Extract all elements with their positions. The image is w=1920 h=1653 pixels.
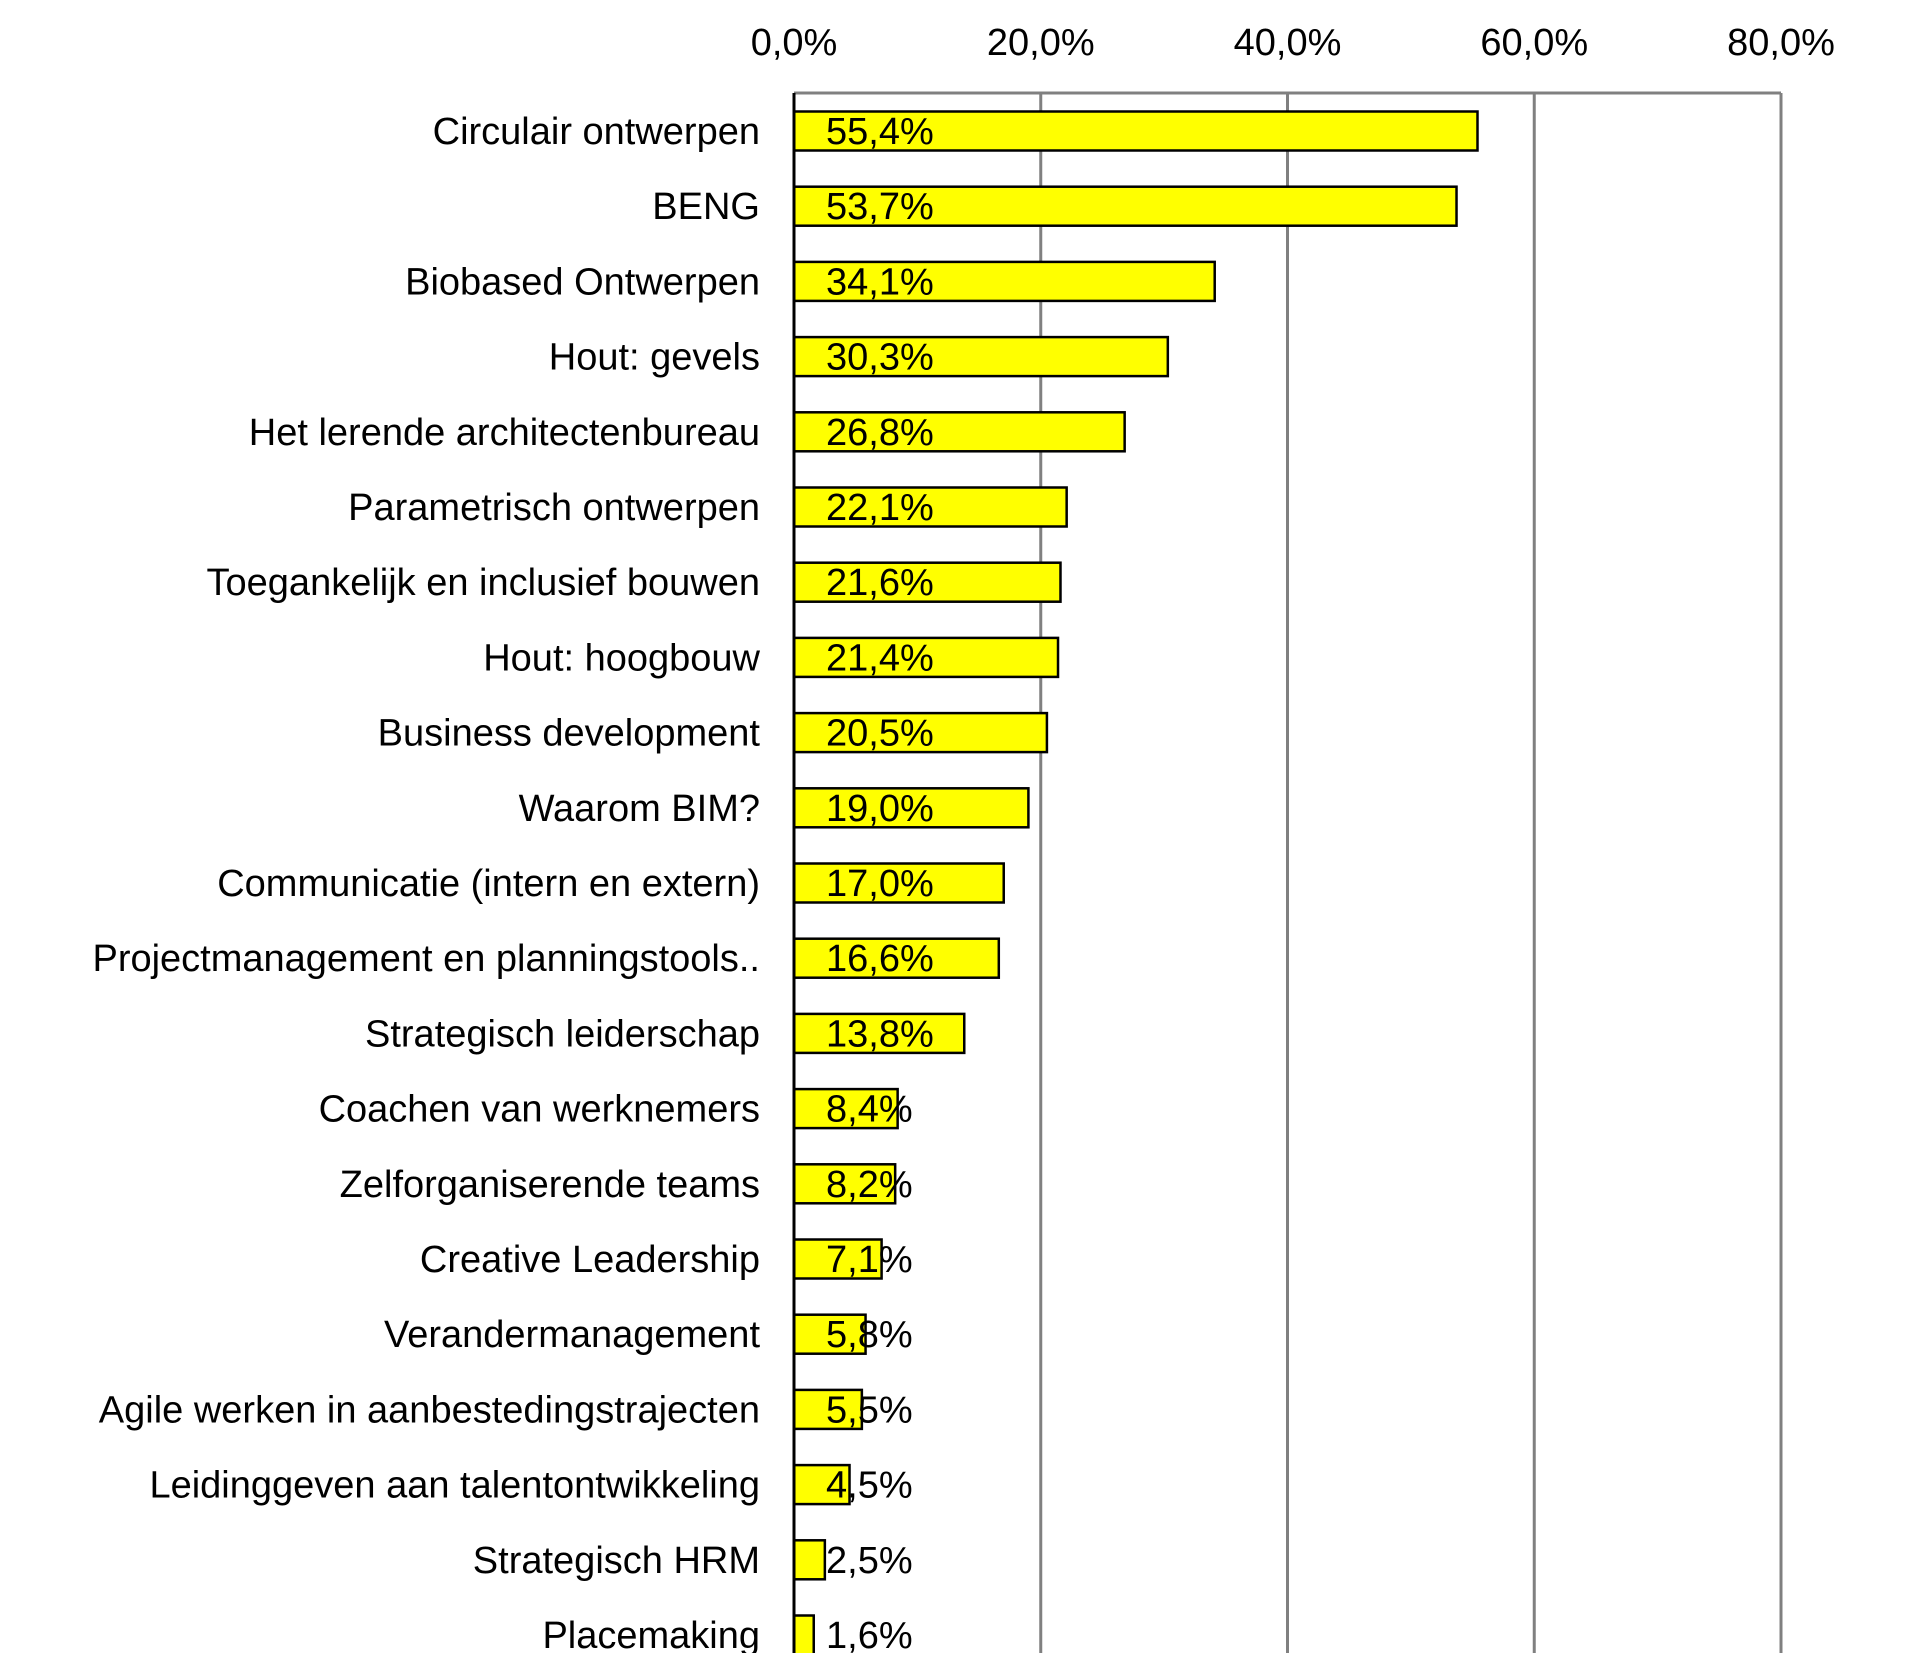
category-label: Hout: hoogbouw [483,637,760,679]
category-label: Hout: gevels [549,337,760,379]
category-label: Circulair ontwerpen [433,111,760,153]
bar [792,636,1060,679]
x-tick-label: 80,0% [1727,22,1835,64]
bar [792,1614,815,1653]
category-label: Strategisch HRM [473,1540,760,1582]
category-label: Strategisch leiderschap [365,1013,760,1055]
x-tick-label: 0,0% [751,22,838,64]
bar [792,1388,864,1431]
category-label: Agile werken in aanbestedingstrajecten [99,1389,760,1431]
data-label: 4,5% [826,1465,913,1507]
category-label: Business development [378,713,761,755]
bar [792,260,1216,303]
bar [792,411,1126,453]
axis-layer: 0,0% 20,0% 40,0% 60,0% 80,0% [751,22,1835,1653]
data-label: 20,5% [826,713,934,755]
category-label: Waarom BIM? [519,788,760,830]
data-label: 7,1% [826,1239,913,1281]
data-label: 5,5% [826,1389,913,1431]
category-label: Verandermanagement [384,1314,760,1356]
bar [792,110,1479,152]
data-label: 16,6% [826,938,934,980]
category-label: Parametrisch ontwerpen [348,487,760,529]
data-label: 5,8% [826,1314,913,1356]
data-label: 53,7% [826,186,934,228]
labels-layer: 55,4% Circulair ontwerpen 53,7% BENG 34,1% Bi… [92,111,933,1653]
category-label: Het lerende architectenbureau [249,412,760,454]
data-label: 21,4% [826,637,934,679]
bar [792,1313,867,1355]
bar [792,486,1068,528]
category-label: Biobased Ontwerpen [405,261,760,303]
data-label: 21,6% [826,562,934,604]
data-label: 55,4% [826,111,934,153]
x-tick-label: 60,0% [1480,22,1588,64]
data-label: 2,5% [826,1540,913,1582]
bar [792,937,1001,979]
data-label: 30,3% [826,337,934,379]
category-label: Leidinggeven aan talentontwikkeling [149,1465,760,1507]
grid-layer [794,91,1783,1653]
bar [792,1463,851,1506]
x-tick-label: 20,0% [987,22,1095,64]
data-label: 8,4% [826,1089,913,1131]
category-label: Placemaking [542,1615,760,1653]
data-label: 13,8% [826,1013,934,1055]
bar [792,787,1030,829]
data-label: 19,0% [826,788,934,830]
bar [792,335,1170,378]
data-label: 26,8% [826,412,934,454]
category-label: Projectmanagement en planningstools.. [92,938,760,980]
data-label: 17,0% [826,863,934,905]
data-label: 1,6% [826,1615,913,1653]
category-label: Communicatie (intern en extern) [217,863,760,905]
data-label: 34,1% [826,261,934,303]
data-label: 8,2% [826,1164,913,1206]
category-label: Toegankelijk en inclusief bouwen [207,562,760,604]
x-tick-label: 40,0% [1234,22,1342,64]
category-label: Zelforganiserende teams [340,1164,760,1206]
bar [792,1539,827,1581]
category-label: Creative Leadership [420,1239,760,1281]
bar [792,561,1062,603]
category-label: BENG [652,186,760,228]
bar [792,862,1005,904]
data-label: 22,1% [826,487,934,529]
bar [792,1087,899,1130]
category-label: Coachen van werknemers [319,1089,760,1131]
